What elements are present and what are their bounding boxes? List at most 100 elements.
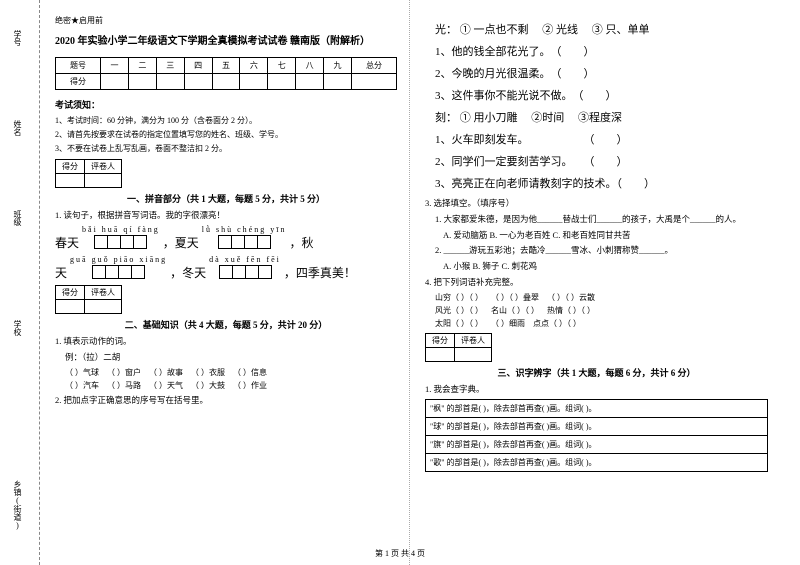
binding-label: 班级 [12,210,23,226]
exam-title: 2020 年实验小学二年级语文下学期全真模拟考试试卷 赣南版（附解析） [55,32,397,47]
pinyin-block: guā guǒ piāo xiāng [70,255,167,281]
fill-row: （ ）气球 （ ）窗户 （ ）故事 （ ）衣服 （ ）信息 [65,367,397,378]
pinyin-line-2: 天 guā guǒ piāo xiāng ，冬天 dà xuě fēn fēi … [55,255,397,281]
left-column: 绝密★启用前 2020 年实验小学二年级语文下学期全真模拟考试试卷 赣南版（附解… [40,0,410,565]
pinyin-text: lǜ shù chéng yīn [202,225,287,234]
cell: 八 [296,58,324,74]
question-text: 1. 我会查字典。 [425,383,768,396]
sentence: 2、同学们一定要刻苦学习。 （ ） [435,153,768,169]
page-footer: 第 1 页 共 4 页 [0,548,800,559]
cell: 二 [128,58,156,74]
table-row: "球" 的部首是( )，除去部首再查( )画。组词( )。 [426,418,768,436]
cell: 五 [212,58,240,74]
cell: 总分 [351,58,396,74]
question-text: 3. 选择填空。（填序号） [425,197,768,210]
binding-margin: 学号 姓名 班级 学校 乡镇(街道) [0,0,40,565]
sentence: 2、今晚的月光很温柔。 （ ） [435,65,768,81]
table-row: 得分 [56,74,397,90]
answer-paren[interactable]: （ ） [617,178,656,190]
section-1-title: 一、拼音部分（共 1 大题，每题 5 分，共计 5 分） [55,192,397,205]
fill-row: 太阳（ ）（ ） （ ）细雨 点点（ ）（ ） [435,318,768,329]
fill-row: 风光（ ）（ ） 名山（ ）（ ） 热情（ ）（ ） [435,305,768,316]
score-table: 题号 一 二 三 四 五 六 七 八 九 总分 得分 [55,57,397,90]
definition-line: 光： ① 一点也不剩 ② 光线 ③ 只、单单 [435,21,768,37]
char-box[interactable] [94,235,108,249]
cell: 评卷人 [85,286,122,300]
fill-item[interactable]: （ ）作业 [233,380,267,391]
question-line: 2. ______游玩五彩池；去酷冷______雪冰、小刺猬称赞______。 [435,244,768,257]
cell: 三 [156,58,184,74]
cell[interactable]: "歌" 的部首是( )，除去部首再查( )画。组词( )。 [426,454,768,472]
cell[interactable]: "球" 的部首是( )，除去部首再查( )画。组词( )。 [426,418,768,436]
pinyin-block: lǜ shù chéng yīn [202,225,287,251]
sentence: 3、亮亮正在向老师请教刻字的技术。（ ） [435,175,768,191]
question-line: 1. 大家都爱朱德，是因为他______替战士们______的孩子，大禹是个__… [435,213,768,226]
cell [101,74,129,90]
fill-row: （ ）汽车 （ ）马路 （ ）天气 （ ）大鼓 （ ）作业 [65,380,397,391]
question-text: 1. 读句子，根据拼音写词语。我的字很漂亮！ [55,209,397,222]
fill-item[interactable]: （ ）天气 [149,380,183,391]
definition-line: 刻： ① 用小刀雕 ②时间 ③程度深 [435,109,768,125]
cell: 六 [240,58,268,74]
text: ，冬天 [170,264,206,281]
cell [56,173,85,187]
fill-item[interactable]: （ ）故事 [149,367,183,378]
cell: 评卷人 [455,333,492,347]
cell[interactable]: "旗" 的部首是( )，除去部首再查( )画。组词( )。 [426,436,768,454]
cell: 得分 [56,286,85,300]
grader-table: 得分评卷人 [55,159,122,188]
binding-label: 乡镇(街道) [12,480,23,530]
cell: 题号 [56,58,101,74]
cell: 评卷人 [85,159,122,173]
pinyin-text: guā guǒ piāo xiāng [70,255,167,264]
table-row: "枫" 的部首是( )，除去部首再查( )画。组词( )。 [426,400,768,418]
binding-label: 学校 [12,320,23,336]
pinyin-line-1: 春天 bǎi huā qí fàng ，夏天 lǜ shù chéng yīn … [55,225,397,251]
options-line: A. 小猴 B. 狮子 C. 刺花鸡 [443,260,768,273]
table-row: 题号 一 二 三 四 五 六 七 八 九 总分 [56,58,397,74]
example-text: 例：（拉）二胡 [65,351,397,364]
cell: 得分 [56,74,101,90]
answer-paren[interactable]: （ ） [578,90,617,102]
answer-paren[interactable]: （ ） [589,156,628,168]
fill-item[interactable]: （ ）衣服 [191,367,225,378]
cell: 四 [184,58,212,74]
binding-label: 学号 [12,30,23,46]
cell: 得分 [56,159,85,173]
grader-table: 得分评卷人 [425,333,492,362]
sentence: 3、这件事你不能光说不做。 （ ） [435,87,768,103]
fill-item[interactable]: （ ）窗户 [107,367,141,378]
cell: 一 [101,58,129,74]
text: 天 [55,264,67,281]
section-2-title: 二、基础知识（共 4 大题，每题 5 分，共计 20 分） [55,318,397,331]
pinyin-block: dà xuě fēn fēi [209,255,281,281]
notice-heading: 考试须知： [55,98,397,111]
grader-table: 得分评卷人 [55,285,122,314]
cell: 九 [324,58,352,74]
answer-paren[interactable]: （ ） [589,134,628,146]
fill-item[interactable]: （ ）马路 [107,380,141,391]
fill-item[interactable]: （ ）气球 [65,367,99,378]
binding-label: 姓名 [12,120,23,136]
notice-line: 2、请首先按要求在试卷的指定位置填写您的姓名、班级、学号。 [55,129,397,140]
answer-paren[interactable]: （ ） [556,46,595,58]
cell: 七 [268,58,296,74]
section-3-title: 三、识字辨字（共 1 大题，每题 6 分，共计 6 分） [425,366,768,379]
pinyin-text: dà xuě fēn fēi [209,255,281,264]
fill-item[interactable]: （ ）信息 [233,367,267,378]
question-text: 4. 把下列词语补充完整。 [425,276,768,289]
radical-table: "枫" 的部首是( )，除去部首再查( )画。组词( )。 "球" 的部首是( … [425,399,768,472]
text: 春天 [55,234,79,251]
secret-label: 绝密★启用前 [55,15,397,26]
notice-line: 1、考试时间：60 分钟，满分为 100 分（含卷面分 2 分）。 [55,115,397,126]
fill-item[interactable]: （ ）汽车 [65,380,99,391]
answer-paren[interactable]: （ ） [556,68,595,80]
question-text: 1. 填表示动作的词。 [55,335,397,348]
cell: 得分 [426,333,455,347]
cell[interactable]: "枫" 的部首是( )，除去部首再查( )画。组词( )。 [426,400,768,418]
pinyin-block: bǎi huā qí fàng [82,225,160,251]
table-row: "歌" 的部首是( )，除去部首再查( )画。组词( )。 [426,454,768,472]
fill-item[interactable]: （ ）大鼓 [191,380,225,391]
question-text: 2. 把加点字正确意思的序号写在括号里。 [55,394,397,407]
sentence: 1、他的钱全部花光了。 （ ） [435,43,768,59]
